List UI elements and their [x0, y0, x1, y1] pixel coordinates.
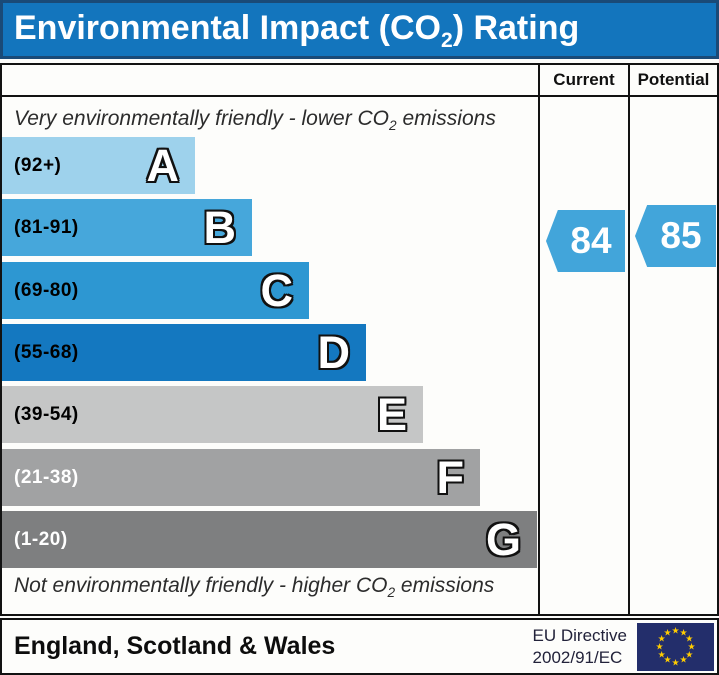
band-g: (1-20) G — [2, 511, 538, 568]
eu-flag-star: ★ — [687, 641, 696, 651]
band-d-letter: D — [317, 327, 351, 378]
title-suffix: ) Rating — [452, 9, 580, 47]
band-b: (81-91) B — [2, 199, 538, 256]
current-rating-arrow: 84 — [546, 210, 625, 272]
potential-rating-arrow: 85 — [635, 205, 716, 267]
band-a-bar: (92+) A — [2, 137, 195, 194]
eu-flag-star: ★ — [679, 627, 688, 638]
eu-flag-star: ★ — [657, 633, 666, 643]
title-subscript: 2 — [440, 28, 453, 52]
band-b-letter: B — [203, 202, 237, 253]
bottom-scale-note: Not environmentally friendly - higher CO… — [14, 574, 534, 600]
rating-table: Current Potential Very environmentally f… — [0, 63, 719, 616]
band-f: (21-38) F — [2, 449, 538, 506]
band-a-range-label: (92+) — [14, 154, 62, 176]
band-e-letter: E — [376, 389, 407, 440]
eu-flag-star: ★ — [657, 649, 666, 659]
band-g-bar: (1-20) G — [2, 511, 537, 568]
potential-value-column: 85 — [628, 97, 717, 614]
rating-scale: Very environmentally friendly - lower CO… — [2, 97, 538, 614]
potential-column-header: Potential — [628, 65, 717, 97]
eu-flag-icon: ★ ★ ★ ★ ★ ★ ★ ★ ★ ★ ★ ★ — [637, 622, 714, 671]
top-note-text: Very environmentally friendly - lower CO — [14, 107, 390, 130]
rating-bands: (92+) A (81-91) B (69-80) C (55-68) D (39-54) E (2… — [2, 137, 538, 573]
top-note-subscript: 2 — [389, 118, 397, 134]
eu-flag-star: ★ — [671, 625, 680, 635]
eu-flag-star: ★ — [655, 641, 664, 651]
region-label: England, Scotland & Wales — [14, 632, 336, 660]
bottom-note-suffix: emissions — [395, 574, 495, 597]
eu-directive-label: EU Directive 2002/91/EC — [533, 625, 627, 668]
band-f-letter: F — [436, 452, 465, 503]
band-e: (39-54) E — [2, 386, 538, 443]
band-b-range-label: (81-91) — [14, 216, 79, 238]
eu-flag-star: ★ — [663, 654, 672, 665]
band-d-bar: (55-68) D — [2, 324, 366, 381]
page-title: Environmental Impact (CO2) Rating — [0, 0, 719, 59]
eu-flag-star: ★ — [663, 627, 672, 638]
band-c-bar: (69-80) C — [2, 262, 309, 319]
band-b-bar: (81-91) B — [2, 199, 252, 256]
top-scale-note: Very environmentally friendly - lower CO… — [14, 107, 534, 133]
band-f-range-label: (21-38) — [14, 466, 79, 488]
current-column-header: Current — [538, 65, 628, 97]
bottom-note-text: Not environmentally friendly - higher CO — [14, 574, 388, 597]
band-a-letter: A — [146, 140, 180, 191]
table-corner-cell — [2, 65, 538, 97]
band-d-range-label: (55-68) — [14, 341, 79, 363]
potential-rating-value: 85 — [660, 215, 702, 256]
band-c-letter: C — [260, 265, 294, 316]
eu-directive-line1: EU Directive — [532, 626, 627, 646]
band-f-bar: (21-38) F — [2, 449, 480, 506]
eu-flag-star: ★ — [679, 654, 688, 665]
band-d: (55-68) D — [2, 324, 538, 381]
title-text: Environmental Impact (CO — [14, 9, 441, 47]
eu-flag-star: ★ — [685, 649, 694, 659]
top-note-suffix: emissions — [396, 107, 496, 130]
band-e-range-label: (39-54) — [14, 403, 79, 425]
eu-flag-star: ★ — [685, 633, 694, 643]
band-g-range-label: (1-20) — [14, 528, 68, 550]
bottom-note-subscript: 2 — [387, 585, 396, 601]
eu-directive-line2: 2002/91/EC — [532, 647, 623, 667]
band-a: (92+) A — [2, 137, 538, 194]
current-rating-value: 84 — [570, 220, 612, 261]
band-g-letter: G — [485, 514, 521, 565]
band-e-bar: (39-54) E — [2, 386, 423, 443]
band-c-range-label: (69-80) — [14, 279, 79, 301]
band-c: (69-80) C — [2, 262, 538, 319]
footer: England, Scotland & Wales EU Directive 2… — [0, 618, 719, 675]
current-value-column: 84 — [538, 97, 628, 614]
eu-flag-star: ★ — [671, 657, 680, 667]
